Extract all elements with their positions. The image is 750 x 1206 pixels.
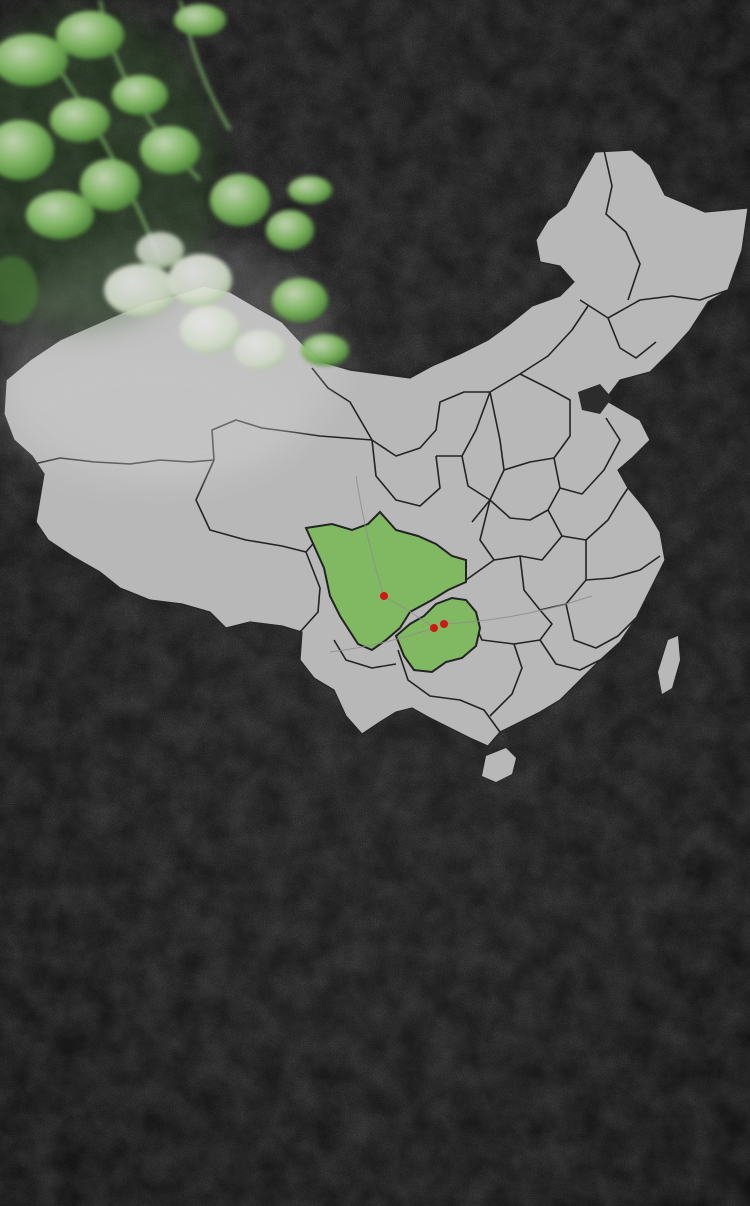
sichuan-marker	[380, 592, 388, 600]
sichuan-province	[304, 510, 467, 652]
taiwan-island	[658, 636, 680, 694]
guizhou-marker-east	[440, 620, 448, 628]
hainan-island	[482, 748, 516, 782]
foliage-decoration	[0, 0, 349, 490]
guizhou-province	[394, 596, 482, 674]
foliage-mist	[0, 350, 300, 490]
bohai-sea	[578, 384, 612, 414]
guizhou-marker-west	[430, 624, 438, 632]
route-lines	[329, 475, 593, 653]
